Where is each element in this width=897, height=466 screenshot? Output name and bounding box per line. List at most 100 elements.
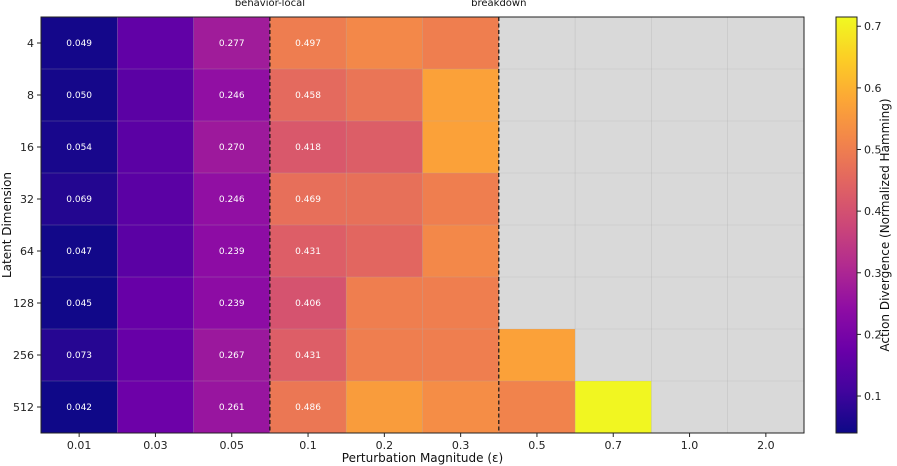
cell-value-label: 0.047 bbox=[66, 247, 92, 257]
cell-value-label: 0.406 bbox=[295, 299, 321, 309]
colorbar-ticks: 0.1 0.2 0.3 0.4 0.5 0.6 0.7 bbox=[857, 20, 882, 403]
heatmap-cell bbox=[269, 121, 347, 174]
heatmap-cell bbox=[41, 225, 118, 278]
heatmap-cell bbox=[422, 173, 500, 226]
heatmap-cell bbox=[117, 225, 195, 278]
colorbar-tick-label: 0.2 bbox=[864, 328, 882, 341]
y-tick-label: 4 bbox=[27, 37, 34, 50]
colorbar-tick-label: 0.1 bbox=[864, 390, 882, 403]
region-label: behavior-local bbox=[235, 0, 305, 9]
cell-value-label: 0.270 bbox=[219, 143, 245, 153]
cell-value-label: 0.049 bbox=[66, 39, 92, 49]
cell-value-label: 0.246 bbox=[219, 195, 245, 205]
heatmap-cell bbox=[269, 277, 347, 330]
cell-value-label: 0.239 bbox=[219, 299, 245, 309]
y-tick-label: 512 bbox=[13, 401, 34, 414]
heatmap-cell bbox=[269, 381, 347, 434]
heatmap-cell bbox=[346, 69, 423, 122]
heatmap-cell bbox=[269, 225, 347, 278]
x-tick-label: 2.0 bbox=[757, 439, 775, 452]
heatmap-cell bbox=[498, 121, 576, 174]
cell-value-label: 0.458 bbox=[295, 91, 321, 101]
heatmap-cell bbox=[346, 225, 423, 278]
heatmap-cell bbox=[727, 17, 805, 70]
y-tick-label: 8 bbox=[27, 89, 34, 102]
heatmap-cell bbox=[575, 17, 652, 70]
region-markers: behavior-local breakdown bbox=[235, 0, 526, 433]
colorbar-tick-label: 0.7 bbox=[864, 20, 882, 33]
heatmap-cell bbox=[41, 329, 118, 382]
x-tick-label: 0.01 bbox=[67, 439, 92, 452]
heatmap-cell bbox=[651, 121, 729, 174]
x-tick-label: 0.7 bbox=[605, 439, 623, 452]
heatmap-cell bbox=[41, 17, 118, 70]
y-tick-label: 32 bbox=[20, 193, 34, 206]
heatmap-cell bbox=[727, 277, 805, 330]
colorbar-title: Action Divergence (Normalized Hamming) bbox=[878, 98, 892, 351]
heatmap-cell bbox=[269, 17, 347, 70]
heatmap-cell bbox=[193, 69, 271, 122]
heatmap-cell bbox=[575, 173, 652, 226]
heatmap-cell bbox=[117, 329, 195, 382]
heatmap-cell bbox=[346, 173, 423, 226]
x-tick-label: 0.5 bbox=[528, 439, 546, 452]
heatmap-cell bbox=[193, 173, 271, 226]
heatmap-cell bbox=[575, 277, 652, 330]
heatmap-cell bbox=[193, 277, 271, 330]
heatmap-cell bbox=[651, 277, 729, 330]
y-tick-label: 64 bbox=[20, 245, 34, 258]
cell-value-label: 0.431 bbox=[295, 247, 321, 257]
heatmap-cell bbox=[727, 69, 805, 122]
cell-value-label: 0.239 bbox=[219, 247, 245, 257]
y-axis-ticks: 4 8 16 32 64 128 256 512 bbox=[13, 37, 41, 414]
heatmap-cell bbox=[269, 173, 347, 226]
heatmap-cells bbox=[41, 17, 805, 434]
heatmap-cell bbox=[193, 225, 271, 278]
heatmap-cell bbox=[498, 17, 576, 70]
heatmap-cell bbox=[422, 277, 500, 330]
heatmap-cell bbox=[41, 381, 118, 434]
heatmap-cell bbox=[41, 173, 118, 226]
heatmap-cell bbox=[117, 277, 195, 330]
heatmap-cell bbox=[41, 121, 118, 174]
region-label: breakdown bbox=[471, 0, 526, 9]
heatmap-cell bbox=[651, 173, 729, 226]
heatmap-cell bbox=[193, 381, 271, 434]
heatmap-cell bbox=[651, 381, 729, 434]
heatmap-cell bbox=[727, 381, 805, 434]
colorbar-tick-label: 0.5 bbox=[864, 144, 882, 157]
x-tick-label: 0.2 bbox=[376, 439, 394, 452]
cell-value-label: 0.277 bbox=[219, 39, 245, 49]
cell-annotations: 0.049 0.277 0.497 0.050 0.246 0.458 0.054 0.270… bbox=[66, 39, 321, 413]
cell-value-label: 0.267 bbox=[219, 351, 245, 361]
heatmap-cell bbox=[498, 329, 576, 382]
cell-value-label: 0.431 bbox=[295, 351, 321, 361]
x-tick-label: 0.03 bbox=[143, 439, 168, 452]
colorbar-tick-label: 0.6 bbox=[864, 82, 882, 95]
cell-value-label: 0.246 bbox=[219, 91, 245, 101]
colorbar-tick-label: 0.4 bbox=[864, 205, 882, 218]
heatmap-cell bbox=[727, 225, 805, 278]
cell-value-label: 0.486 bbox=[295, 403, 321, 413]
heatmap-cell bbox=[727, 121, 805, 174]
x-axis-title: Perturbation Magnitude (ε) bbox=[342, 451, 503, 465]
heatmap-cell bbox=[117, 17, 195, 70]
heatmap-cell bbox=[41, 277, 118, 330]
heatmap-cell bbox=[651, 225, 729, 278]
heatmap-cell bbox=[498, 381, 576, 434]
x-tick-label: 0.05 bbox=[220, 439, 245, 452]
x-tick-label: 1.0 bbox=[681, 439, 699, 452]
heatmap-cell bbox=[346, 277, 423, 330]
heatmap-cell bbox=[575, 121, 652, 174]
heatmap-cell bbox=[193, 329, 271, 382]
heatmap-cell bbox=[651, 17, 729, 70]
heatmap-cell bbox=[41, 69, 118, 122]
colorbar bbox=[835, 16, 858, 434]
x-tick-label: 0.3 bbox=[452, 439, 470, 452]
heatmap-cell bbox=[498, 173, 576, 226]
y-tick-label: 128 bbox=[13, 297, 34, 310]
heatmap-cell bbox=[117, 69, 195, 122]
heatmap-cell bbox=[117, 121, 195, 174]
x-tick-label: 0.1 bbox=[299, 439, 317, 452]
